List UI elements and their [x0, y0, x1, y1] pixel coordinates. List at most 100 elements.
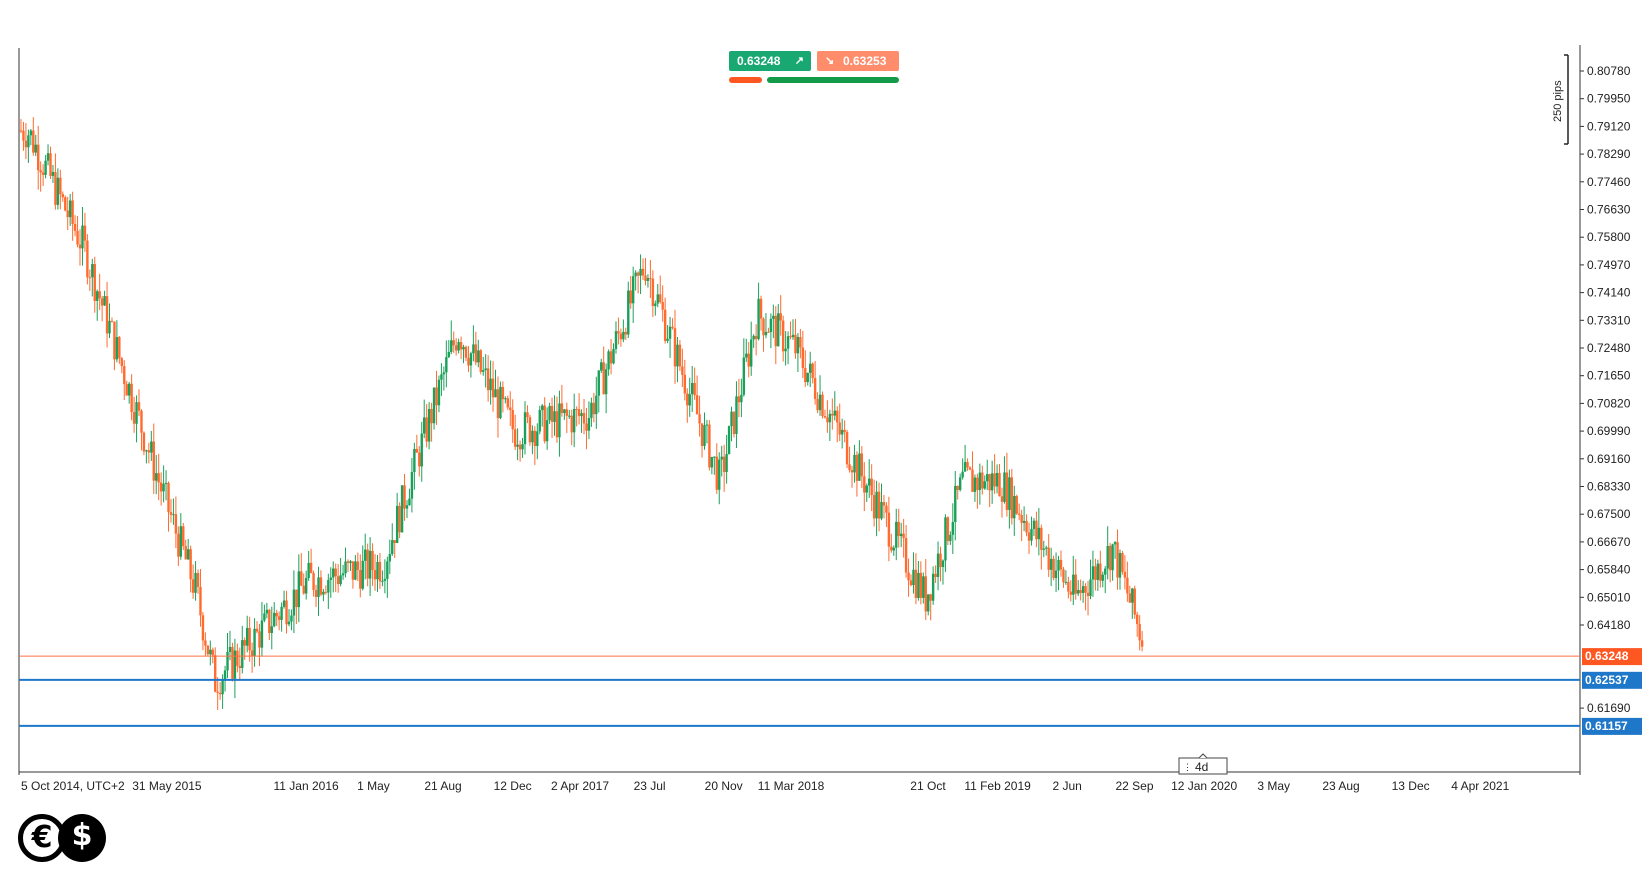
candle-body — [174, 514, 178, 534]
candle-body — [378, 561, 382, 582]
candle-body — [159, 482, 163, 492]
candle-body — [186, 549, 190, 560]
candle-body — [1074, 574, 1077, 594]
candle-body — [24, 140, 28, 148]
sell-price: 0.63248 — [737, 54, 781, 68]
candle-body — [442, 372, 446, 375]
candle-body — [781, 320, 785, 352]
candle-body — [644, 275, 647, 281]
candle-body — [76, 230, 79, 245]
candle-body — [356, 561, 360, 571]
candle-body — [568, 415, 571, 417]
candle-body — [735, 396, 738, 435]
candle-body — [838, 422, 841, 435]
candle-body — [125, 384, 128, 396]
buy-button[interactable]: ↘ 0.63253 — [817, 51, 899, 71]
candle-body — [123, 366, 126, 385]
candle-body — [951, 522, 955, 535]
candle-body — [22, 130, 25, 141]
sell-button[interactable]: 0.63248 ↗ — [729, 51, 811, 71]
candle-body — [850, 469, 854, 473]
pips-ruler[interactable]: 250 pips — [1552, 54, 1569, 145]
candle-body — [105, 296, 109, 334]
candle-body — [44, 160, 47, 175]
candle-body — [941, 560, 945, 568]
candle-body — [218, 692, 222, 695]
candle-body — [521, 444, 524, 450]
candle-body — [976, 477, 979, 491]
candle-body — [671, 326, 674, 329]
candle-body — [722, 456, 726, 472]
candle-body — [29, 130, 33, 136]
candle-body — [1049, 558, 1053, 570]
x-tick-label: 11 Mar 2018 — [758, 779, 825, 793]
candle-body — [147, 450, 151, 453]
current-price-tag — [1582, 648, 1642, 666]
y-tick-label: 0.68330 — [1587, 480, 1631, 494]
candle-body — [459, 342, 463, 350]
candle-body — [454, 345, 458, 351]
candle-body — [663, 309, 667, 341]
candle-body — [1081, 586, 1085, 594]
candle-body — [541, 405, 544, 411]
arrow-down-right-icon: ↘ — [825, 55, 835, 67]
candle-body — [324, 591, 328, 593]
candle-body — [189, 549, 192, 580]
candle-body — [912, 569, 915, 586]
candle-body — [290, 615, 293, 622]
x-tick-label: 22 Sep — [1115, 779, 1153, 793]
candle-body — [423, 417, 426, 434]
y-tick-label: 0.70820 — [1587, 396, 1631, 410]
candle-body — [1133, 588, 1136, 615]
candle-body — [1027, 532, 1031, 541]
candle-body — [698, 414, 701, 424]
candle-body — [946, 517, 950, 542]
candle-body — [241, 640, 244, 668]
candle-body — [683, 374, 687, 394]
candle-body — [260, 620, 264, 648]
candle-body — [764, 331, 768, 336]
candle-body — [934, 573, 937, 578]
candle-body — [297, 571, 301, 608]
candle-body — [1022, 520, 1026, 523]
candle-body — [59, 177, 62, 195]
candle-body — [806, 372, 809, 383]
candle-body — [155, 473, 158, 481]
y-tick-label: 0.64180 — [1587, 618, 1631, 632]
y-axis-ticks: 0.80780 0.79950 0.79120 0.78290 0.77460 0.766… — [1580, 64, 1631, 715]
candle-body — [472, 344, 475, 354]
candle-body — [400, 485, 404, 533]
candle-body — [489, 378, 492, 391]
candle-body — [848, 464, 851, 470]
candle-body — [523, 412, 527, 445]
candle-body — [958, 477, 962, 490]
candle-body — [516, 444, 519, 447]
timeframe-handle-icon: ⋮ — [1183, 762, 1192, 772]
candle-body — [909, 580, 913, 586]
y-tick-label: 0.73310 — [1587, 313, 1631, 327]
candle-body — [221, 678, 224, 695]
candle-body — [263, 613, 266, 621]
candle-body — [624, 331, 628, 335]
candle-body — [447, 351, 450, 358]
candle-body — [391, 540, 394, 555]
candle-body — [265, 609, 269, 614]
candle-body — [988, 474, 991, 491]
y-tick-label: 0.74970 — [1587, 258, 1631, 272]
candle-body — [364, 549, 367, 561]
timeframe-label: 4d — [1195, 760, 1208, 774]
candle-body — [127, 383, 131, 396]
candle-body — [1128, 593, 1132, 603]
candle-body — [408, 498, 411, 506]
x-tick-label: 4 Apr 2021 — [1451, 779, 1509, 793]
candle-body — [609, 351, 613, 364]
candle-body — [585, 423, 588, 431]
candle-body — [654, 303, 657, 307]
candle-body — [656, 294, 659, 304]
candle-body — [1072, 574, 1075, 595]
candle-body — [973, 477, 977, 492]
candle-body — [191, 579, 195, 593]
candle-body — [560, 403, 564, 414]
timeframe-marker[interactable]: ⋮ 4d — [1178, 753, 1228, 775]
